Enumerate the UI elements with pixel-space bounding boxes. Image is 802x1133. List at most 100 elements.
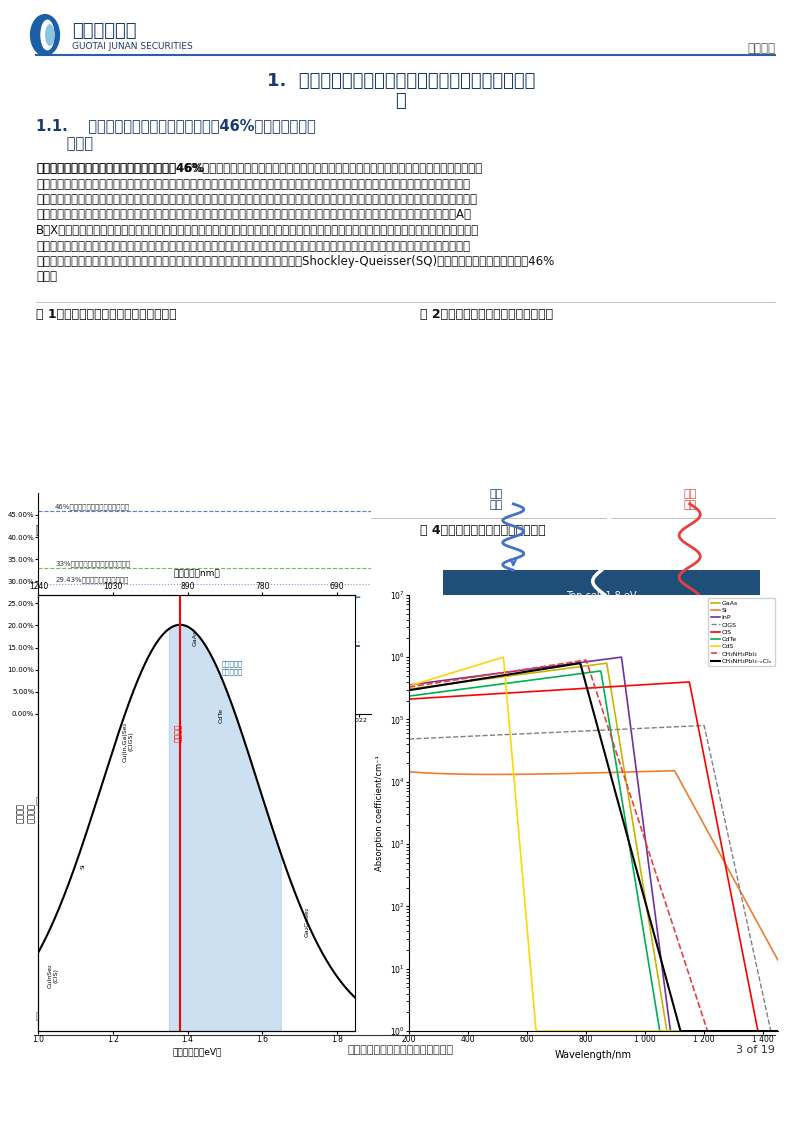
CdTe [404,689,414,702]
Line: CIS: CIS [409,682,778,1031]
Text: 长最短的光被最外侧的宽隙材料电池利用，波长较长的光能够透射进去让较窄禁带宽度材料电池利用，从而减小单结电池中载流子热驰豫导致: 长最短的光被最外侧的宽隙材料电池利用，波长较长的光能够透射进去让较窄禁带宽度材料… [36,239,470,253]
Text: Cu(In,Ga)Se₂
(CIGS): Cu(In,Ga)Se₂ (CIGS) [123,722,133,761]
Text: 光子: 光子 [683,501,696,510]
Text: 以上。: 以上。 [36,271,57,283]
Text: B、X实现带隙与能级分布的连续调整。因此，钙钛矿可以搭配其他半导体材料，按禁带宽度从小到大、光谱波段由长到短从底向顶叠合，让波: B、X实现带隙与能级分布的连续调整。因此，钙钛矿可以搭配其他半导体材料，按禁带宽… [36,224,479,237]
Text: 叠层电池技术有望提升太阳能电池理论效率至46%，由于太阳光光谱的能量分布较宽，现有的任何一种半导体材料都只能吸收其中能量比其禁: 叠层电池技术有望提升太阳能电池理论效率至46%，由于太阳光光谱的能量分布较宽，现… [36,162,482,174]
Text: 本: 本 [395,92,407,110]
Text: CdTe: CdTe [219,708,224,723]
Si [404,765,414,778]
Text: 载流子的能量热释作用传给电池材料本身的点阵原子，使材料本身发热。这些能量都不能通过光生载流子传给负载，变成有效电能，限制了单结: 载流子的能量热释作用传给电池材料本身的点阵原子，使材料本身发热。这些能量都不能通… [36,193,477,206]
单结电池光实际效率 [117,650,127,664]
Text: 的能量损失，拓宽太阳能光谱的利用范围，实现光子全方位吸收。叠层电池效率可突破Shockley-Queisser(SQ)极限，理论最高极限可拓宽至46%: 的能量损失，拓宽太阳能光谱的利用范围，实现光子全方位吸收。叠层电池效率可突破Sh… [36,255,554,269]
Line: CdS: CdS [409,657,778,1031]
CH₃NH₃PbI₃₋ₓClₓ [676,1024,686,1038]
CH₃NH₃PbI₃₋ₓClₓ [773,1024,783,1038]
Ellipse shape [41,20,54,50]
CH₃NH₃PbI₃₋ₓClₓ [469,673,479,687]
CH₃NH₃PbI₃₋ₓClₓ [571,657,581,671]
Text: 高能: 高能 [489,489,502,500]
Text: 活多样: 活多样 [36,136,93,151]
叠层电池实际效率 [283,636,293,649]
Text: 资料来源：索比光伏网: 资料来源：索比光伏网 [36,1010,95,1020]
Line: 单结电池光实际效率: 单结电池光实际效率 [51,597,359,692]
Si [571,767,581,781]
CdTe [655,1024,665,1038]
单结电池最产效率 [188,639,198,653]
Text: Ga₂GaSe₂: Ga₂GaSe₂ [304,906,310,937]
Text: 1.  叠层电池提效空间广阔，路线选择取决于工艺与成: 1. 叠层电池提效空间广阔，路线选择取决于工艺与成 [267,73,535,90]
Si [469,767,479,781]
CH₃NH₃PbI₃₋ₓClₓ [622,828,632,842]
CdTe [773,1024,783,1038]
Text: Top cell 1.8 eV: Top cell 1.8 eV [566,590,637,600]
InP [666,1024,675,1038]
CIS [684,675,694,689]
CH₃NH₃PbI₃ [773,1024,783,1038]
CIGS [499,727,508,741]
CdS [532,1024,541,1038]
Polygon shape [443,570,760,621]
GaAs [404,682,414,696]
单结电池最产效率 [69,639,79,653]
InP [651,914,661,928]
单结电池光实际效率 [307,594,317,607]
单结电池最产效率 [260,639,269,653]
CH₃NH₃PbI₃ [581,654,590,667]
CIS [753,1024,763,1038]
InP [773,1024,783,1038]
Polygon shape [443,630,760,702]
Text: 图 2：叠层电池结构实现光能利用互补: 图 2：叠层电池结构实现光能利用互补 [420,308,553,321]
Text: 最佳带隙: 最佳带隙 [174,724,183,742]
单结电池光实际效率 [46,685,55,699]
单结电池最产效率 [236,639,245,653]
Text: 叠层电池技术有望提升太阳能电池理论效率至46%: 叠层电池技术有望提升太阳能电池理论效率至46% [36,162,205,174]
Text: 33%：单结钙钛矿电池理论极限效率: 33%：单结钙钛矿电池理论极限效率 [55,561,130,568]
Legend: 单结电池光实际效率, 单结电池最产效率, 叠层电池实际效率: 单结电池光实际效率, 单结电池最产效率, 叠层电池实际效率 [119,760,290,773]
InP [469,670,479,683]
叠层电池实际效率 [236,638,245,651]
Text: 钙钛矿材料
的覆盖范围: 钙钛矿材料 的覆盖范围 [221,661,243,674]
CdTe [499,676,508,690]
CH₃NH₃PbI₃₋ₓClₓ [683,1024,693,1038]
CdTe [596,664,606,678]
单结电池最产效率 [164,639,174,653]
InP [622,692,632,706]
CdS [773,1024,783,1038]
Text: GaAs: GaAs [192,630,197,646]
CH₃NH₃PbI₃ [469,671,479,684]
Si [773,954,783,968]
Text: 低能: 低能 [683,489,696,500]
单结电池最产效率 [140,639,150,653]
GaAs [499,670,508,683]
CdS [652,1024,662,1038]
Si [670,764,679,777]
X-axis label: 对应波长（nm）: 对应波长（nm） [173,569,221,578]
单结电池最产效率 [354,639,364,653]
CH₃NH₃PbI₃₋ₓClₓ [499,668,508,682]
GaAs [469,674,479,688]
CIGS [773,1024,783,1038]
叠层电池实际效率 [260,637,269,650]
CH₃NH₃PbI₃ [651,867,661,880]
CIGS [469,730,479,743]
Line: InP: InP [409,657,778,1031]
Si [622,765,631,778]
Text: Bottom cell 1.1 eV: Bottom cell 1.1 eV [557,663,646,672]
CdTe [683,1024,693,1038]
Text: 带宽度值高的光子。太阳光中能量较小的光子将透过电池被背电极金属吸收，转变成热能；而高能光子超出禁带宽度的多余能量，则通过光生: 带宽度值高的光子。太阳光中能量较小的光子将透过电池被背电极金属吸收，转变成热能；… [36,178,470,190]
CIS [404,692,414,706]
Si [650,765,660,778]
CIS [571,682,581,696]
叠层电池实际效率 [307,636,317,649]
Y-axis label: Absorption coefficient/cm⁻¹: Absorption coefficient/cm⁻¹ [375,755,384,871]
Text: 太阳能电池的转换效率极限。针对此类问题，钙钛矿叠层电池开辟了新的思路：钙钛矿的光电转化性能优异且带隙连续可调，可通过控制A、: 太阳能电池的转换效率极限。针对此类问题，钙钛矿叠层电池开辟了新的思路：钙钛矿的光… [36,208,471,221]
单结电池光实际效率 [331,591,341,605]
CIS [650,678,660,691]
CIGS [622,722,631,735]
Text: 29.43%：晶硅电池理论极限效率: 29.43%：晶硅电池理论极限效率 [55,576,128,582]
CIS [682,675,691,689]
Text: 3 of 19: 3 of 19 [736,1045,775,1055]
Text: 产业深度: 产业深度 [747,42,775,56]
Text: 资料来源：《两端钙钛矿/晶硅叠层太阳电池研究进展》: 资料来源：《两端钙钛矿/晶硅叠层太阳电池研究进展》 [420,795,565,806]
